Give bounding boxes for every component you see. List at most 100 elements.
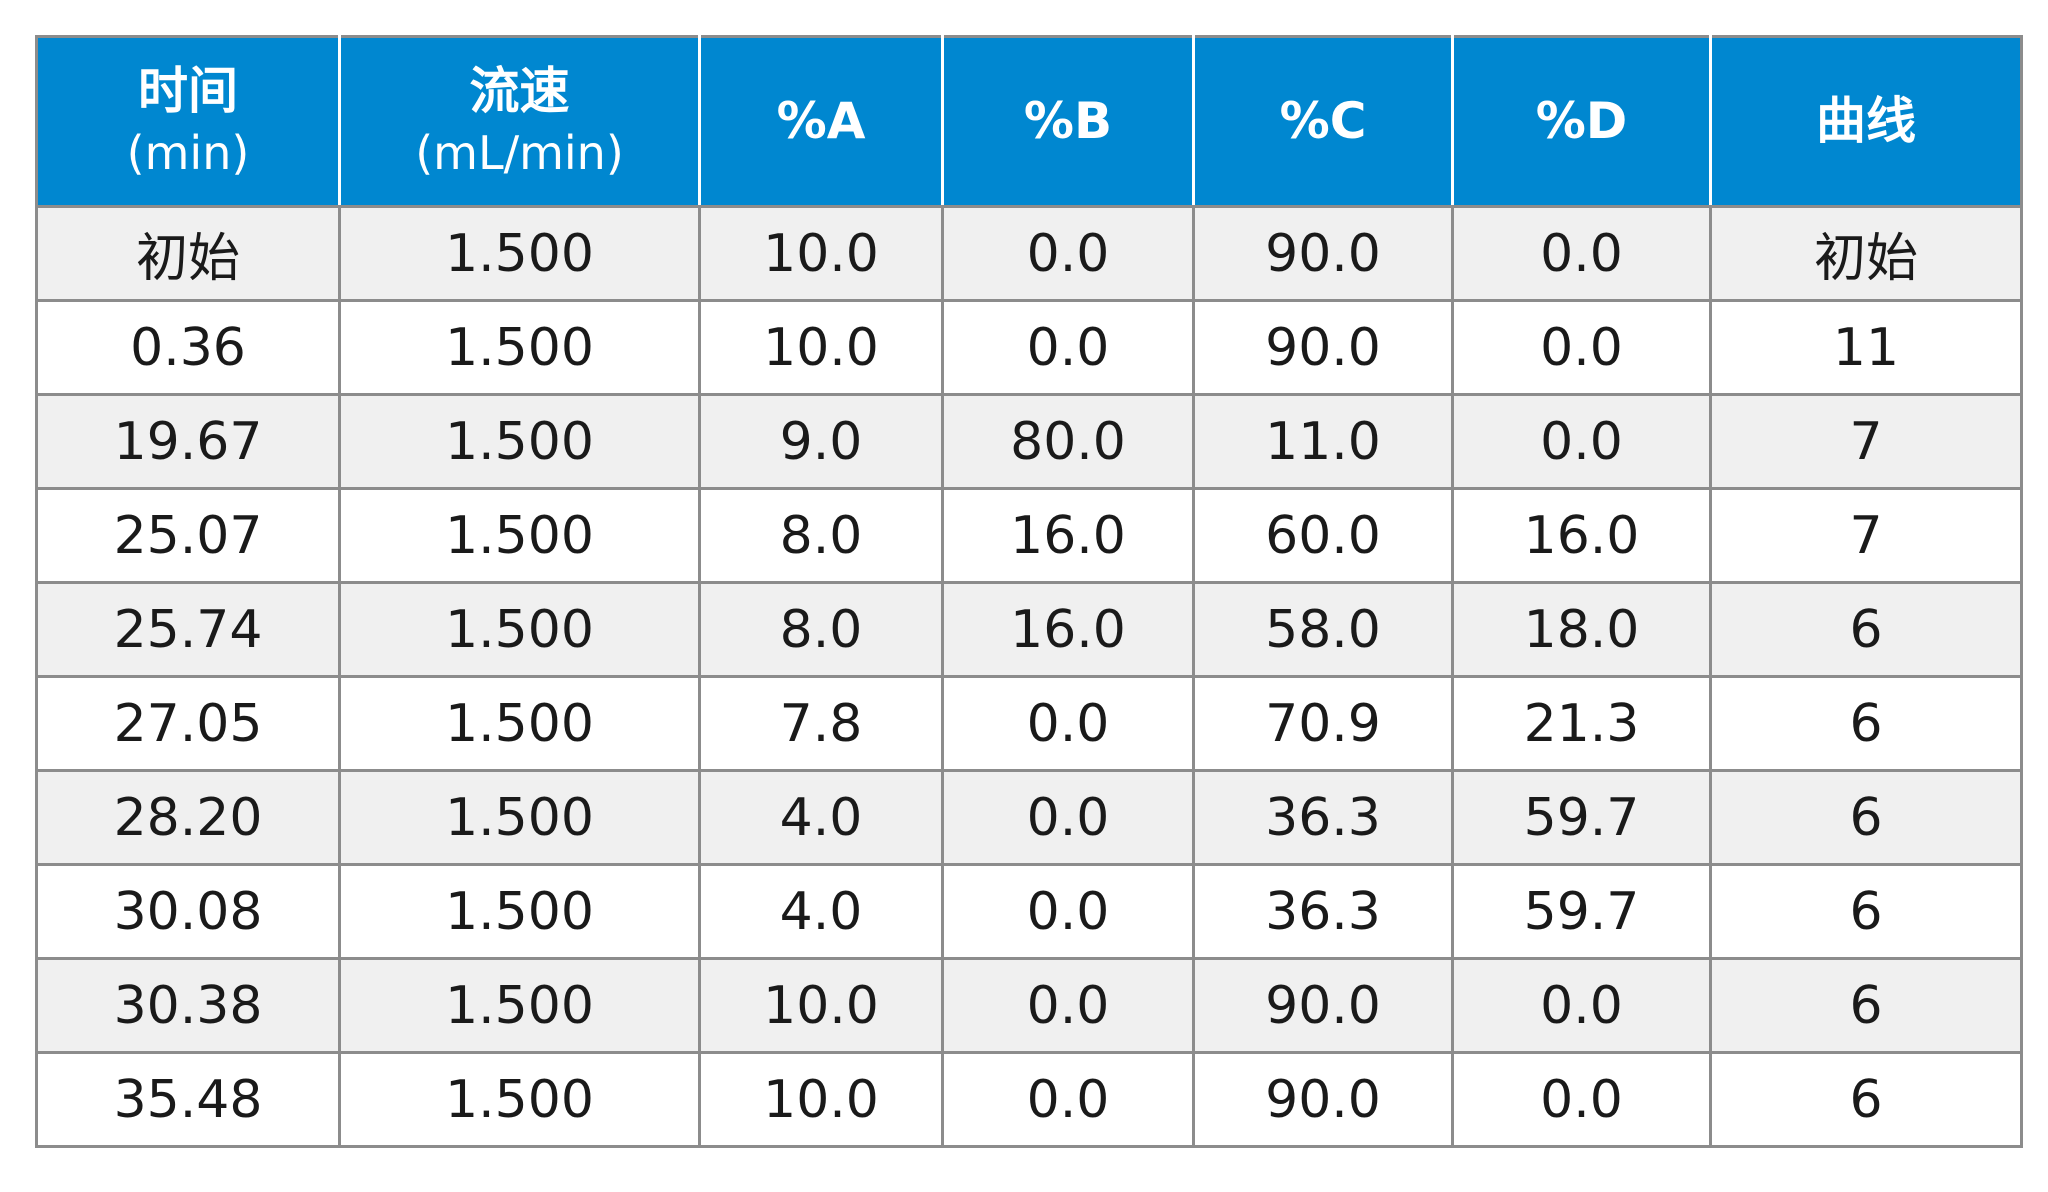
cell-time: 30.08 [35,863,341,960]
cell-curve: 6 [1709,581,2023,678]
cell-percent-c: 58.0 [1192,581,1454,678]
cell-curve: 6 [1709,769,2023,866]
cell-percent-d: 18.0 [1451,581,1712,678]
cell-percent-b: 16.0 [941,487,1195,584]
cell-percent-a: 10.0 [698,299,944,396]
table-body: 初始 1.500 10.0 0.0 90.0 0.0 初始 0.36 1.500… [35,205,2023,1148]
header-label: %D [1535,92,1628,150]
cell-percent-a: 10.0 [698,1051,944,1148]
table-row: 0.36 1.500 10.0 0.0 90.0 0.0 11 [35,299,2023,396]
header-label: 时间 [138,62,238,121]
cell-percent-a: 10.0 [698,205,944,302]
cell-time: 35.48 [35,1051,341,1148]
cell-flow: 1.500 [338,1051,701,1148]
cell-curve: 11 [1709,299,2023,396]
cell-time: 25.07 [35,487,341,584]
cell-flow: 1.500 [338,581,701,678]
cell-percent-a: 4.0 [698,863,944,960]
cell-time: 0.36 [35,299,341,396]
cell-percent-d: 0.0 [1451,393,1712,490]
cell-percent-d: 0.0 [1451,299,1712,396]
table-row: 19.67 1.500 9.0 80.0 11.0 0.0 7 [35,393,2023,490]
cell-percent-d: 16.0 [1451,487,1712,584]
table-row: 30.38 1.500 10.0 0.0 90.0 0.0 6 [35,957,2023,1054]
header-cell-curve: 曲线 [1709,35,2023,208]
cell-flow: 1.500 [338,299,701,396]
cell-percent-b: 0.0 [941,863,1195,960]
cell-percent-c: 36.3 [1192,769,1454,866]
cell-curve: 7 [1709,487,2023,584]
cell-flow: 1.500 [338,487,701,584]
table-row: 27.05 1.500 7.8 0.0 70.9 21.3 6 [35,675,2023,772]
cell-curve: 6 [1709,1051,2023,1148]
table-header: 时间 (min) 流速 (mL/min) %A %B %C %D [35,35,2023,208]
cell-percent-a: 8.0 [698,581,944,678]
cell-flow: 1.500 [338,393,701,490]
header-label: %B [1023,92,1113,150]
cell-percent-b: 80.0 [941,393,1195,490]
header-unit: (min) [126,126,250,181]
header-label: 曲线 [1816,92,1916,150]
header-label: %A [776,92,866,150]
cell-percent-d: 59.7 [1451,769,1712,866]
table-row: 30.08 1.500 4.0 0.0 36.3 59.7 6 [35,863,2023,960]
table-row: 25.74 1.500 8.0 16.0 58.0 18.0 6 [35,581,2023,678]
cell-percent-b: 0.0 [941,675,1195,772]
cell-percent-a: 7.8 [698,675,944,772]
header-unit: (mL/min) [415,126,624,181]
cell-percent-b: 0.0 [941,205,1195,302]
cell-percent-a: 8.0 [698,487,944,584]
cell-flow: 1.500 [338,205,701,302]
cell-percent-c: 90.0 [1192,299,1454,396]
cell-flow: 1.500 [338,957,701,1054]
header-cell-percent-b: %B [941,35,1195,208]
cell-percent-b: 0.0 [941,299,1195,396]
cell-time: 30.38 [35,957,341,1054]
cell-percent-c: 36.3 [1192,863,1454,960]
header-cell-percent-d: %D [1451,35,1712,208]
table-row: 35.48 1.500 10.0 0.0 90.0 0.0 6 [35,1051,2023,1148]
cell-curve: 6 [1709,863,2023,960]
cell-percent-b: 16.0 [941,581,1195,678]
cell-percent-a: 4.0 [698,769,944,866]
cell-curve: 6 [1709,675,2023,772]
header-label: %C [1279,92,1367,150]
cell-percent-c: 60.0 [1192,487,1454,584]
cell-percent-d: 0.0 [1451,205,1712,302]
header-row: 时间 (min) 流速 (mL/min) %A %B %C %D [35,35,2023,208]
table-row: 25.07 1.500 8.0 16.0 60.0 16.0 7 [35,487,2023,584]
table-row: 初始 1.500 10.0 0.0 90.0 0.0 初始 [35,205,2023,302]
cell-time: 初始 [35,205,341,302]
cell-flow: 1.500 [338,675,701,772]
cell-time: 28.20 [35,769,341,866]
header-cell-time: 时间 (min) [35,35,341,208]
cell-percent-a: 9.0 [698,393,944,490]
cell-time: 19.67 [35,393,341,490]
header-cell-percent-a: %A [698,35,944,208]
cell-percent-c: 70.9 [1192,675,1454,772]
header-label: 流速 [469,62,570,121]
cell-percent-c: 90.0 [1192,1051,1454,1148]
gradient-table: 时间 (min) 流速 (mL/min) %A %B %C %D [35,35,2023,1148]
cell-percent-a: 10.0 [698,957,944,1054]
cell-percent-c: 90.0 [1192,205,1454,302]
cell-percent-c: 90.0 [1192,957,1454,1054]
cell-percent-d: 21.3 [1451,675,1712,772]
cell-percent-d: 0.0 [1451,957,1712,1054]
cell-percent-c: 11.0 [1192,393,1454,490]
cell-percent-b: 0.0 [941,1051,1195,1148]
cell-percent-b: 0.0 [941,769,1195,866]
cell-curve: 7 [1709,393,2023,490]
cell-flow: 1.500 [338,863,701,960]
table-row: 28.20 1.500 4.0 0.0 36.3 59.7 6 [35,769,2023,866]
header-cell-flow: 流速 (mL/min) [338,35,701,208]
cell-percent-b: 0.0 [941,957,1195,1054]
cell-curve: 6 [1709,957,2023,1054]
cell-flow: 1.500 [338,769,701,866]
cell-percent-d: 0.0 [1451,1051,1712,1148]
gradient-table-container: 时间 (min) 流速 (mL/min) %A %B %C %D [35,35,2023,1148]
cell-time: 27.05 [35,675,341,772]
cell-percent-d: 59.7 [1451,863,1712,960]
cell-curve: 初始 [1709,205,2023,302]
header-cell-percent-c: %C [1192,35,1454,208]
